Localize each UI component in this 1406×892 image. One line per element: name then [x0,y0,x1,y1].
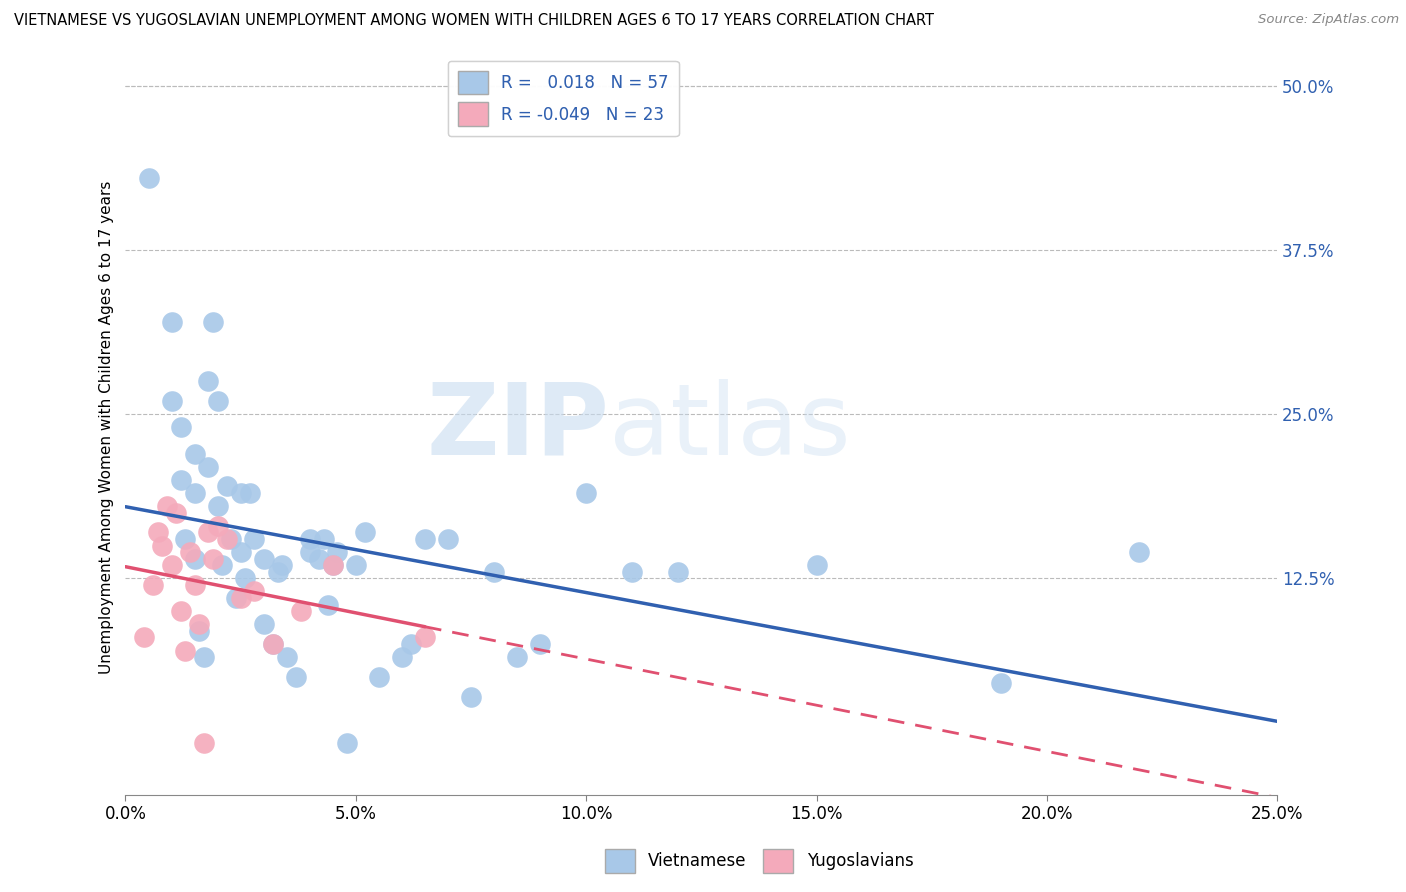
Point [243,584,266,599]
Point [506,650,529,665]
Point [170,473,193,487]
Point [211,558,233,573]
Point [666,565,689,579]
Point [156,499,179,513]
Point [336,735,359,749]
Point [193,650,215,665]
Point [188,624,211,638]
Point [284,670,307,684]
Point [239,486,262,500]
Point [174,532,197,546]
Point [276,650,298,665]
Point [354,525,377,540]
Point [437,532,460,546]
Point [165,506,187,520]
Point [207,394,229,409]
Point [621,565,644,579]
Point [183,486,205,500]
Legend: Vietnamese, Yugoslavians: Vietnamese, Yugoslavians [599,842,920,880]
Point [266,565,288,579]
Point [179,545,201,559]
Point [308,551,330,566]
Point [221,532,243,546]
Point [183,447,205,461]
Point [229,486,252,500]
Point [413,631,436,645]
Point [197,525,219,540]
Point [290,604,312,618]
Point [170,420,193,434]
Point [262,637,284,651]
Point [391,650,413,665]
Point [225,591,247,605]
Point [170,604,193,618]
Point [1128,545,1150,559]
Point [229,591,252,605]
Point [197,459,219,474]
Point [806,558,828,573]
Point [150,539,173,553]
Point [160,315,183,329]
Point [183,578,205,592]
Point [183,551,205,566]
Point [243,532,266,546]
Point [197,375,219,389]
Point [160,394,183,409]
Point [253,551,276,566]
Point [215,532,238,546]
Point [207,499,229,513]
Point [262,637,284,651]
Point [316,598,339,612]
Point [174,643,197,657]
Text: atlas: atlas [609,379,851,475]
Point [399,637,422,651]
Point [312,532,335,546]
Point [233,571,256,585]
Point [298,545,321,559]
Point [271,558,294,573]
Point [188,617,211,632]
Point [193,735,215,749]
Point [322,558,344,573]
Legend: R =   0.018   N = 57, R = -0.049   N = 23: R = 0.018 N = 57, R = -0.049 N = 23 [447,61,679,136]
Point [482,565,505,579]
Point [201,551,224,566]
Point [326,545,349,559]
Point [142,578,165,592]
Point [132,631,155,645]
Text: ZIP: ZIP [426,379,609,475]
Point [160,558,183,573]
Point [344,558,367,573]
Y-axis label: Unemployment Among Women with Children Ages 6 to 17 years: Unemployment Among Women with Children A… [100,181,114,674]
Point [413,532,436,546]
Point [990,676,1012,690]
Point [207,518,229,533]
Point [146,525,169,540]
Point [201,315,224,329]
Text: VIETNAMESE VS YUGOSLAVIAN UNEMPLOYMENT AMONG WOMEN WITH CHILDREN AGES 6 TO 17 YE: VIETNAMESE VS YUGOSLAVIAN UNEMPLOYMENT A… [14,13,934,29]
Point [215,479,238,493]
Point [298,532,321,546]
Point [322,558,344,573]
Point [575,486,598,500]
Point [460,690,482,704]
Point [138,170,160,185]
Point [229,545,252,559]
Point [529,637,551,651]
Text: Source: ZipAtlas.com: Source: ZipAtlas.com [1258,13,1399,27]
Point [253,617,276,632]
Point [367,670,389,684]
